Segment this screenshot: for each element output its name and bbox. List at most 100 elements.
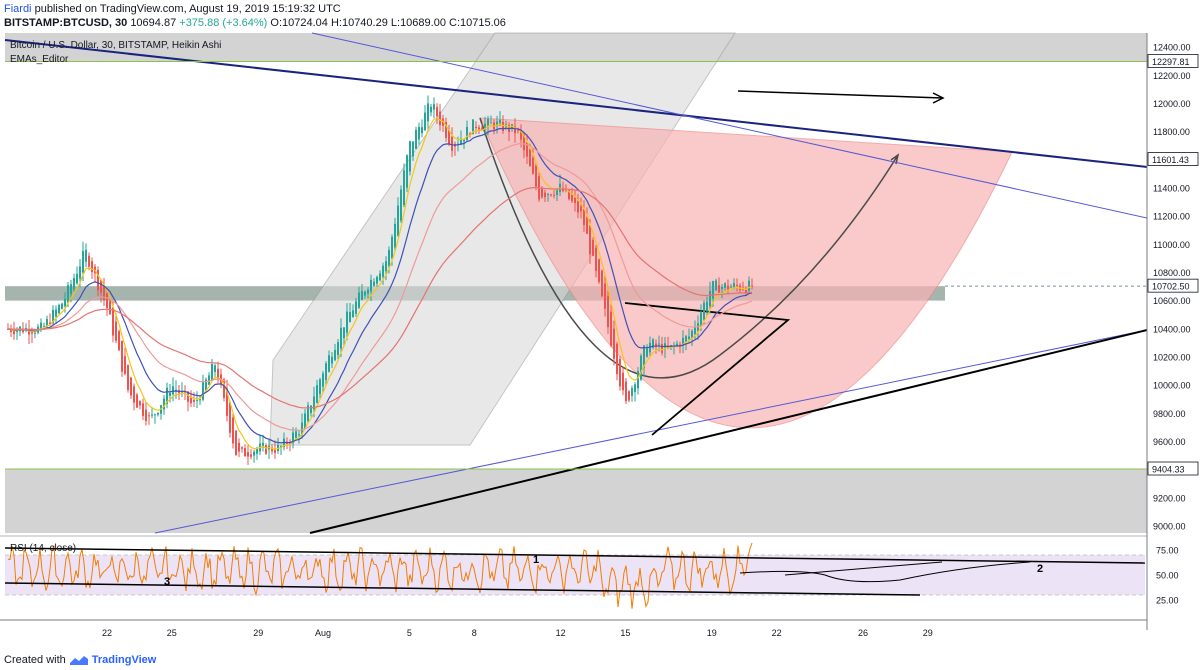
candle-body <box>133 386 135 403</box>
candle-body <box>208 375 210 385</box>
candle-body <box>298 434 300 436</box>
candle-body <box>328 355 330 372</box>
candle-body <box>100 280 102 293</box>
target-arrow <box>737 90 943 99</box>
candles-layer <box>7 95 753 465</box>
candle-body <box>607 296 609 328</box>
candle-body <box>613 328 615 359</box>
candle-body <box>142 403 144 416</box>
publisher-name[interactable]: Fiardi <box>4 3 32 15</box>
candle-body <box>436 106 438 117</box>
price-tick-label: 10400.00 <box>1153 324 1191 334</box>
candle-body <box>463 139 465 142</box>
candle-body <box>325 363 327 381</box>
rsi-band <box>5 555 1145 595</box>
price-tick-label: 11200.00 <box>1153 212 1190 222</box>
candle-body <box>598 259 600 282</box>
projection-arrow <box>719 154 899 356</box>
candle-body <box>469 133 471 135</box>
candle-body <box>163 398 165 410</box>
candle-body <box>115 321 117 341</box>
candle-body <box>169 392 171 396</box>
candle-body <box>55 309 57 317</box>
candle-body <box>373 281 375 286</box>
price-tick-label: 9800.00 <box>1153 409 1186 419</box>
price-tick-label: 12400.00 <box>1153 43 1191 53</box>
rsi-label[interactable]: RSI (14, close) <box>10 543 76 554</box>
candle-body <box>610 311 612 346</box>
candle-body <box>700 312 702 328</box>
candle-body <box>640 355 642 380</box>
candle-body <box>52 309 54 324</box>
candle-body <box>601 270 603 297</box>
price-marker-box <box>1147 278 1199 293</box>
candle-body <box>622 372 624 391</box>
candle-body <box>151 414 153 416</box>
candle-body <box>13 330 15 335</box>
candle-body <box>67 285 69 303</box>
candle-body <box>586 216 588 234</box>
candle-body <box>724 283 726 288</box>
candle-body <box>73 277 75 290</box>
candle-body <box>409 141 411 172</box>
indicator-label[interactable]: EMAs_Editor <box>10 54 69 65</box>
candle-body <box>532 157 534 174</box>
candle-body <box>682 337 684 346</box>
candle-body <box>367 289 369 294</box>
candle-body <box>31 331 33 334</box>
candle-body <box>247 452 249 457</box>
cup-inner-curve <box>479 117 721 379</box>
price-change: +375.88 (+3.64%) <box>179 17 268 29</box>
tradingview-brand[interactable]: TradingView <box>91 654 157 666</box>
candle-body <box>196 399 198 401</box>
candle-body <box>205 379 207 391</box>
candle-body <box>655 343 657 346</box>
candle-body <box>550 194 552 196</box>
candle-body <box>733 283 735 288</box>
candle-body <box>166 387 168 405</box>
candle-body <box>748 280 750 291</box>
candle-body <box>250 454 252 457</box>
candle-body <box>157 412 159 415</box>
candle-body <box>382 265 384 277</box>
candle-body <box>499 119 501 124</box>
time-axis: 22 25 29 Aug 5 8 12 15 19 22 26 29 <box>0 619 1147 638</box>
candle-body <box>34 332 36 334</box>
candle-body <box>691 330 693 338</box>
candle-body <box>97 270 99 291</box>
price-marker-label: 10702.50 <box>1152 282 1190 292</box>
tradingview-logo-icon <box>69 656 88 665</box>
ema-line-1 <box>7 117 753 451</box>
price-tick-label: 10200.00 <box>1153 352 1191 362</box>
candle-body <box>130 377 132 396</box>
time-tick-label: 29 <box>253 628 263 638</box>
candle-body <box>28 329 30 335</box>
candle-body <box>334 349 336 361</box>
candle-body <box>496 121 498 126</box>
candle-body <box>265 445 267 454</box>
candle-body <box>310 405 312 414</box>
candle-body <box>643 345 645 368</box>
candle-body <box>217 368 219 381</box>
candle-body <box>448 130 450 144</box>
ohlc-values: O:10724.04 H:10740.29 L:10689.00 C:10715… <box>270 17 506 29</box>
symbol-label: BITSTAMP:BTCUSD, 30 <box>4 17 128 29</box>
projection-arrow-head <box>890 153 900 165</box>
time-tick-label: 15 <box>620 628 630 638</box>
candle-body <box>376 276 378 284</box>
created-with-text: Created with <box>4 654 66 666</box>
candle-body <box>694 327 696 335</box>
candle-body <box>565 189 567 191</box>
candle-body <box>646 348 648 357</box>
candle-body <box>214 365 216 373</box>
candle-body <box>628 391 630 401</box>
candle-body <box>361 291 363 301</box>
rsi-annotation-1: 1 <box>533 554 539 566</box>
target-arrow-head <box>932 92 945 104</box>
candle-body <box>58 304 60 313</box>
rsi-upper-trendline <box>4 547 1146 564</box>
candle-body <box>637 371 639 389</box>
candle-body <box>424 112 426 131</box>
candle-body <box>235 430 237 456</box>
